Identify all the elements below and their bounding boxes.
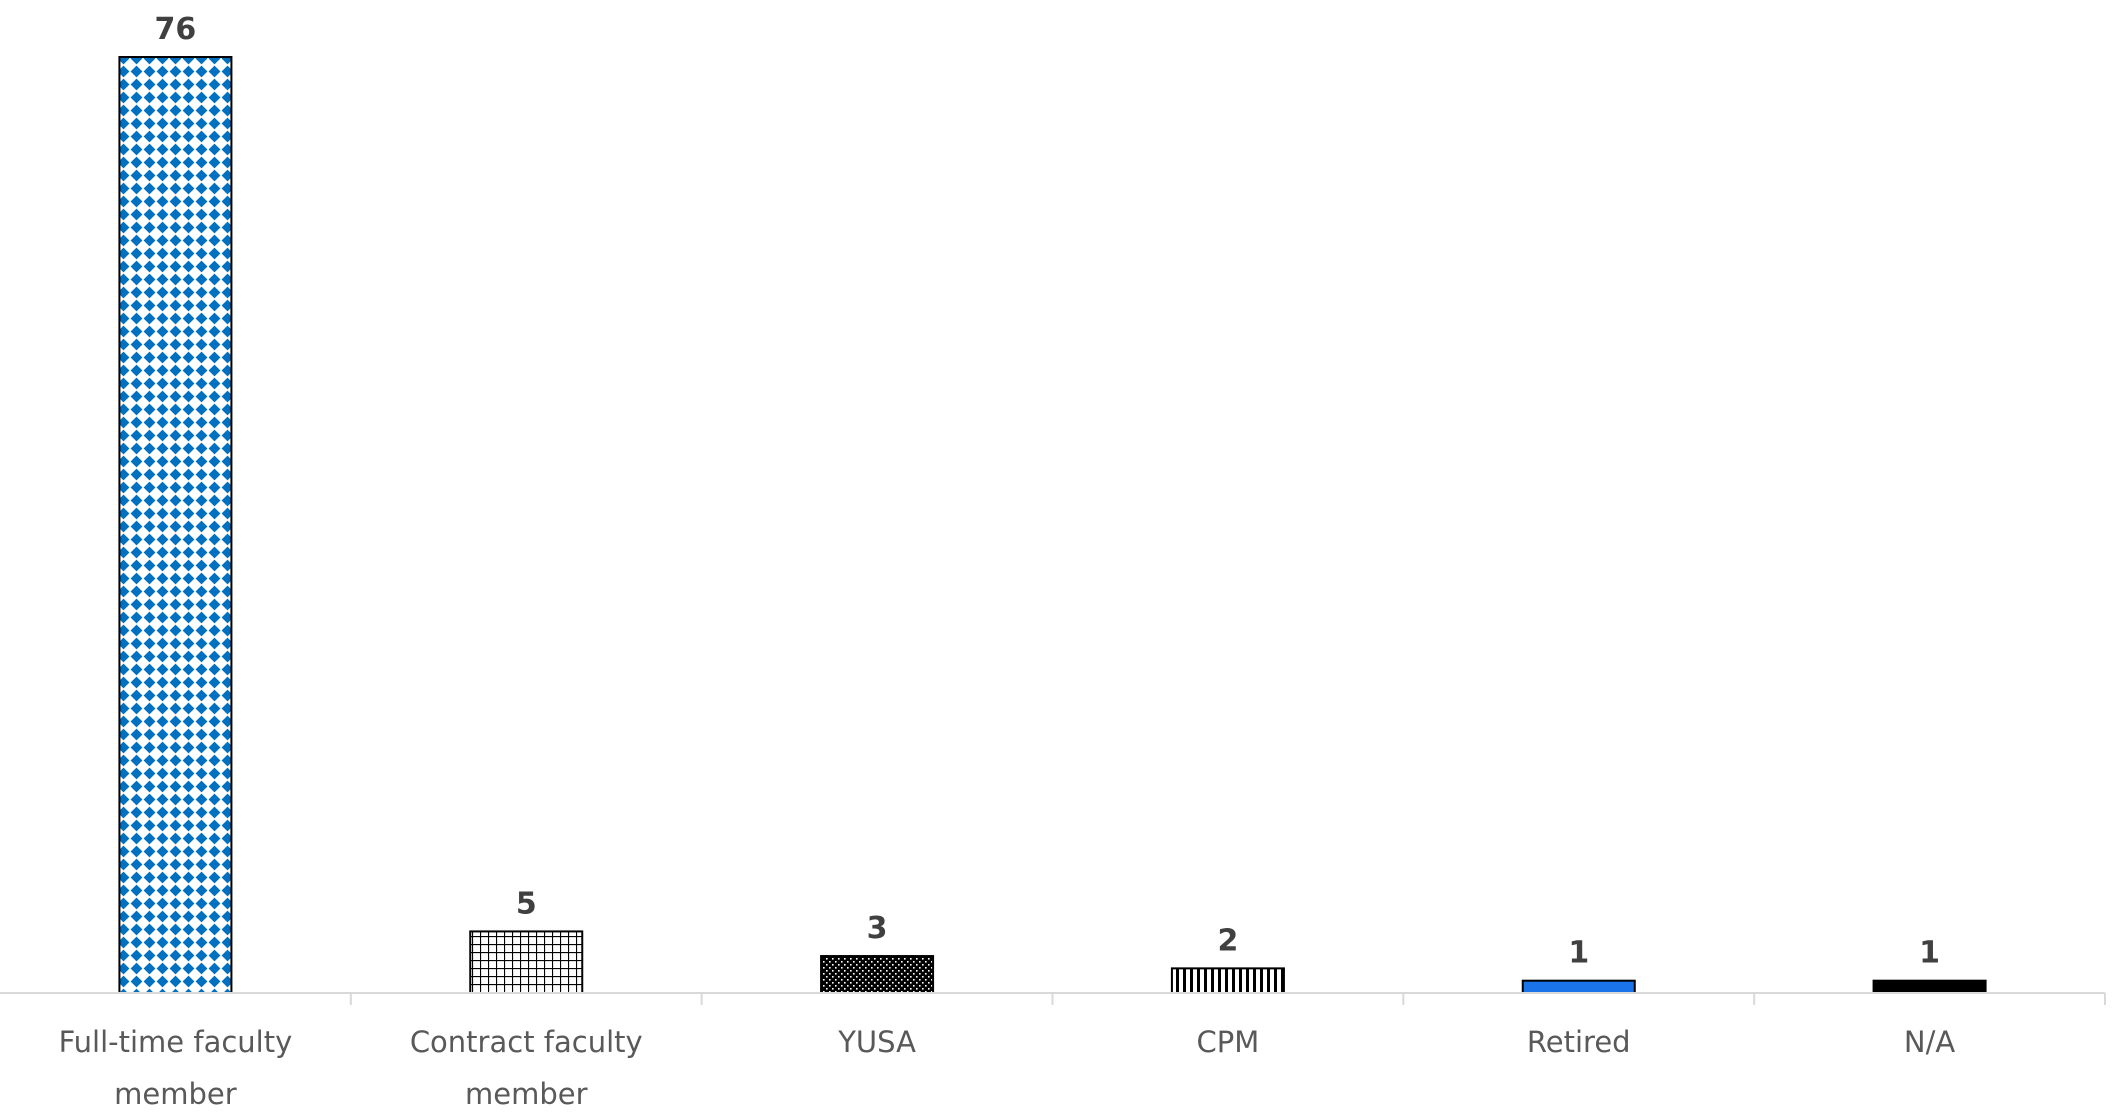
bar-1 [469,930,584,995]
bar-3 [1170,967,1285,994]
bar-2 [820,955,935,994]
data-label-0: 76 [155,12,197,47]
category-labels: Full-time faculty member Contract faculty m… [59,1025,1956,1111]
bar-0 [118,56,233,994]
bar-5 [1872,979,1987,994]
data-labels: 76 5 3 2 1 1 [155,12,1940,971]
data-label-2: 3 [867,911,888,946]
bars-layer [118,56,1987,995]
data-label-4: 1 [1568,936,1589,971]
category-label-3: CPM [1197,1025,1260,1059]
x-axis [0,992,2106,1005]
category-label-4: Retired [1527,1025,1631,1059]
category-label-1: Contract faculty member [410,1025,643,1111]
bar-4 [1521,979,1636,994]
data-label-5: 1 [1919,936,1940,971]
data-label-3: 2 [1217,923,1238,958]
data-label-1: 5 [516,886,537,921]
category-label-0: Full-time faculty member [59,1025,293,1111]
category-label-5: N/A [1904,1025,1955,1059]
category-label-2: YUSA [837,1025,916,1059]
